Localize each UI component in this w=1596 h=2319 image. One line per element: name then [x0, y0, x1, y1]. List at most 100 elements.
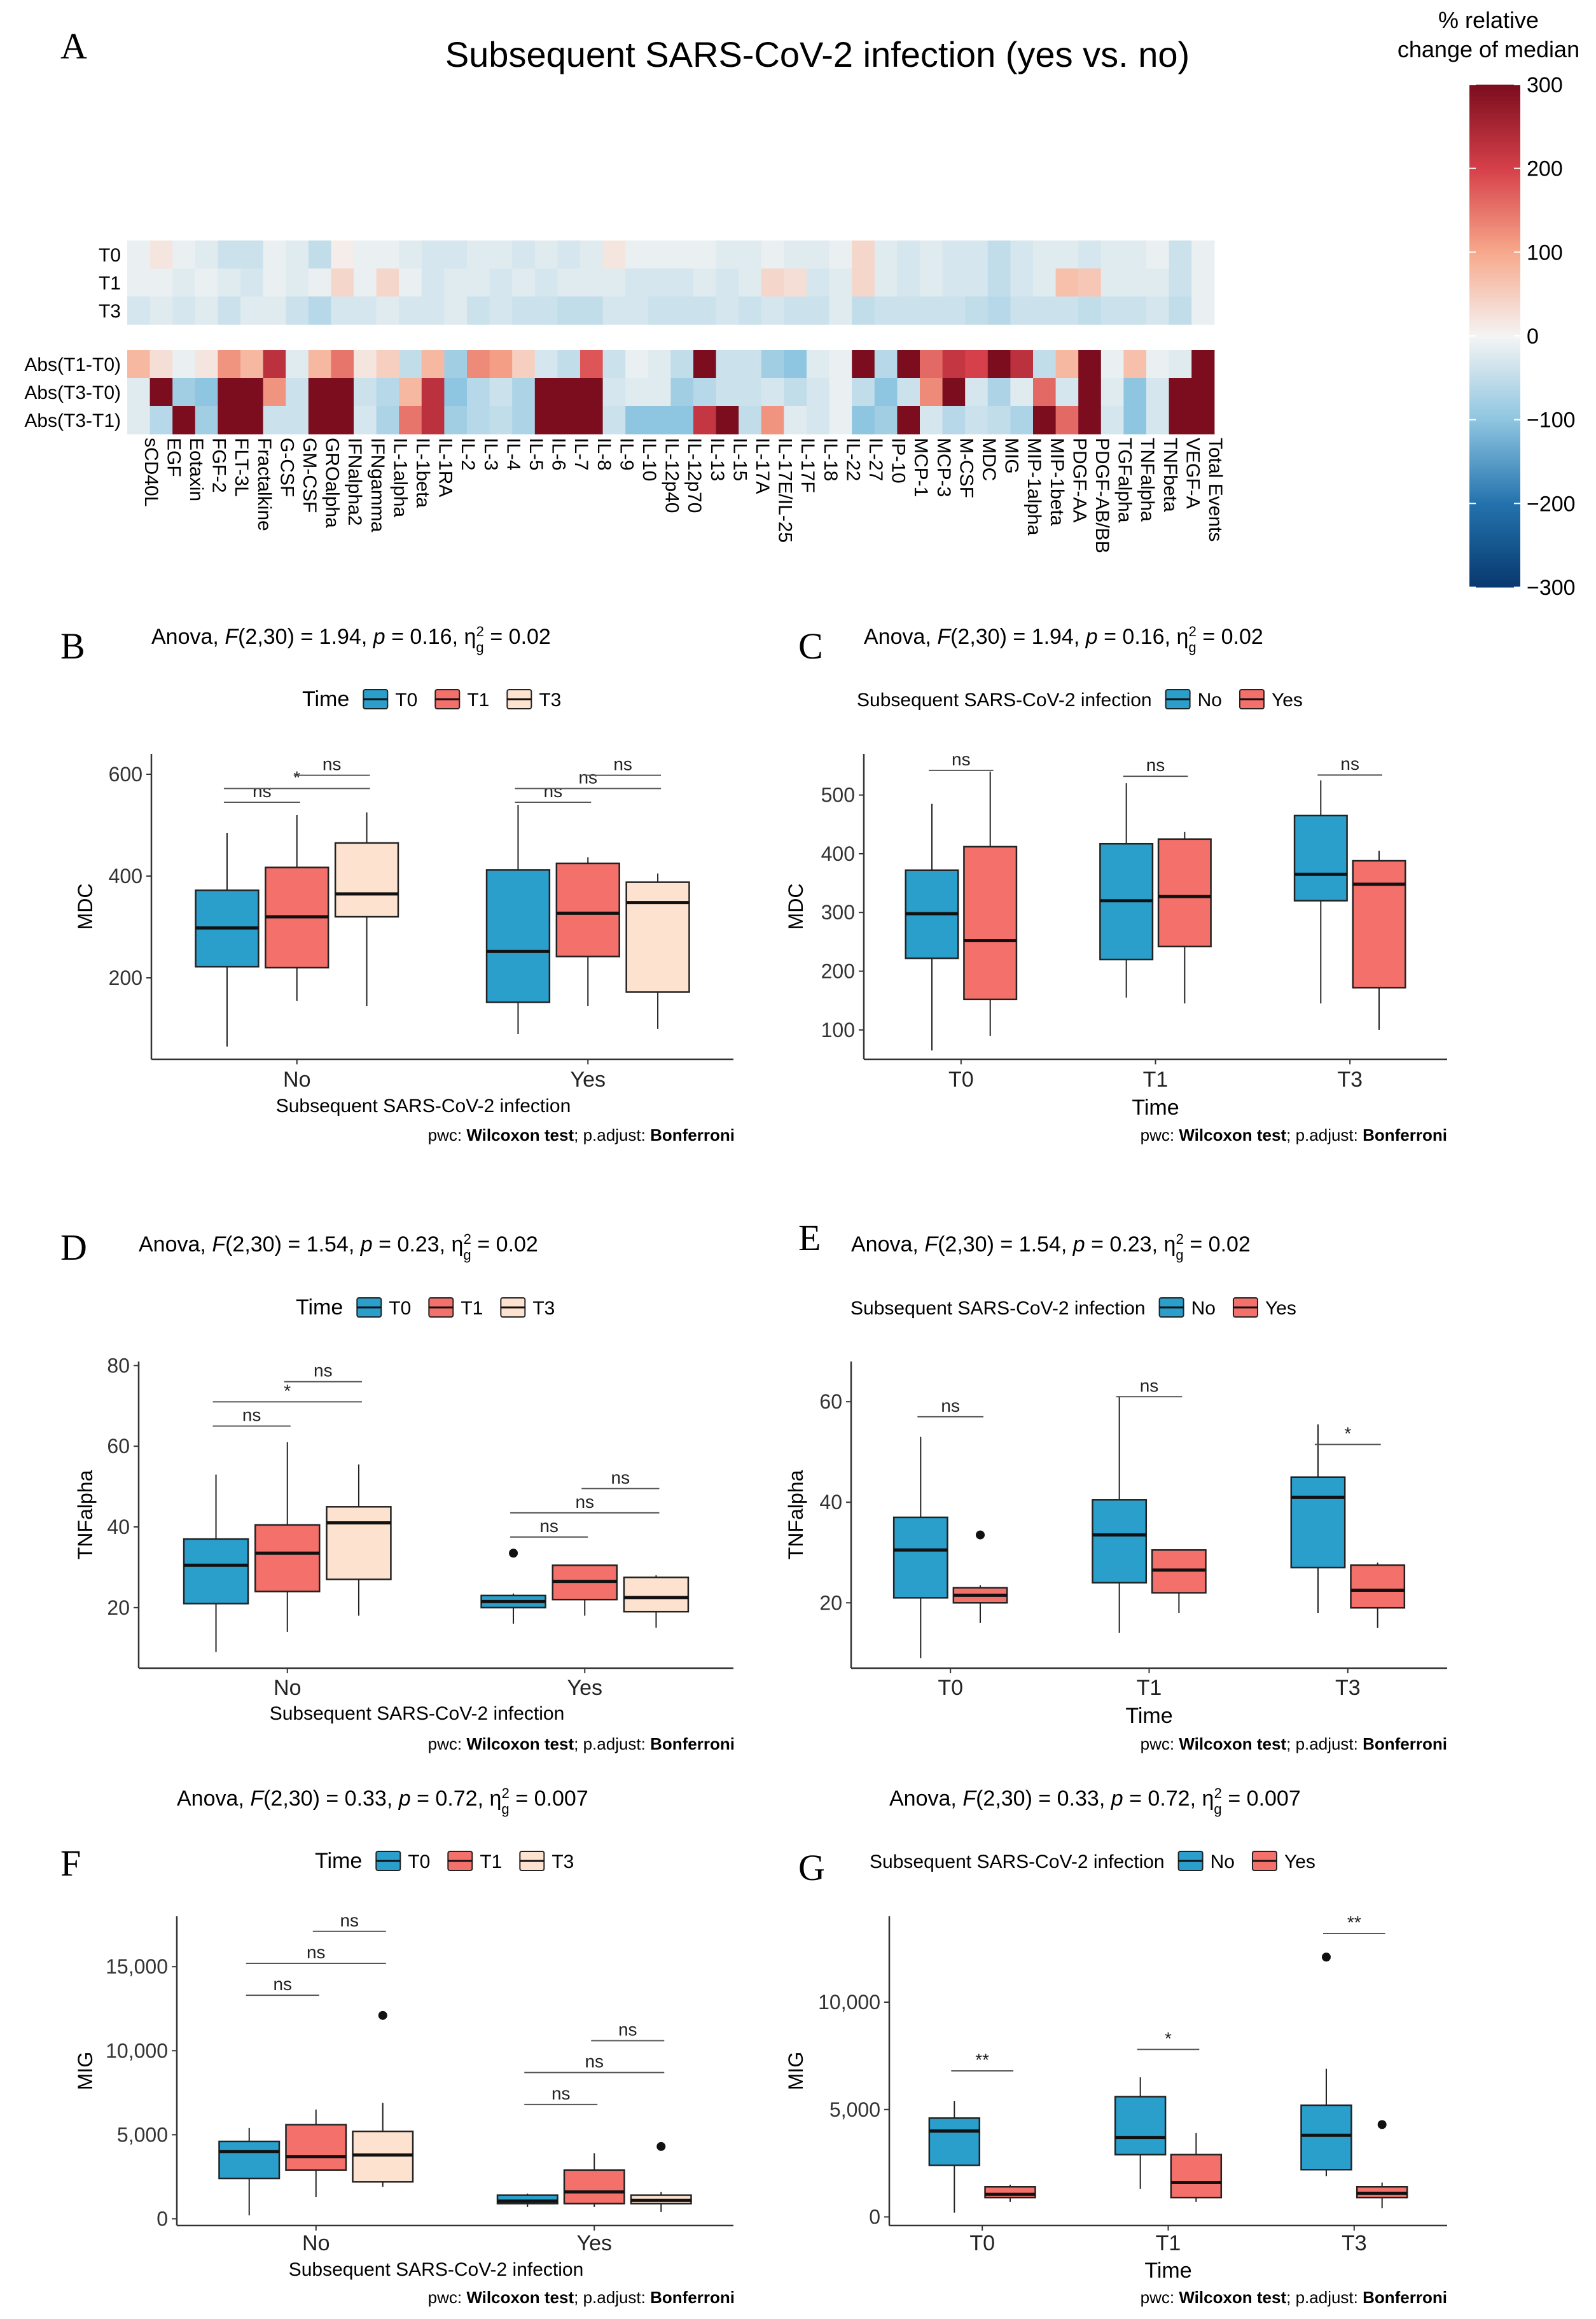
heatmap-cell [1055, 268, 1079, 297]
colorbar-segment [1469, 291, 1520, 293]
colorbar-segment [1469, 300, 1520, 302]
heatmap-cell [512, 350, 536, 379]
colorbar-segment [1469, 552, 1520, 554]
colorbar-segment [1469, 558, 1520, 560]
colorbar-segment [1469, 398, 1520, 400]
colorbar-segment [1469, 119, 1520, 121]
legend-label-t1: T1 [461, 1298, 483, 1319]
colorbar-segment [1469, 356, 1520, 358]
colorbar-segment [1469, 338, 1520, 340]
colorbar-segment [1469, 469, 1520, 471]
box-yes [1151, 1549, 1207, 1613]
colorbar-segment [1469, 357, 1520, 359]
heatmap-cell [557, 296, 581, 325]
heatmap-cell [557, 350, 581, 379]
colorbar-segment [1469, 281, 1520, 282]
colorbar-segment [1469, 381, 1520, 383]
colorbar-segment [1469, 283, 1520, 285]
colorbar-segment [1469, 517, 1520, 519]
colorbar-segment [1469, 100, 1520, 102]
colorbar-segment [1469, 320, 1520, 322]
colorbar-segment [1469, 515, 1520, 517]
colorbar-segment [1469, 480, 1520, 482]
box-t1 [254, 1442, 321, 1632]
heatmap-cell [149, 350, 173, 379]
heatmap-cell [1100, 406, 1124, 435]
colorbar-segment [1469, 118, 1520, 120]
colorbar-segment [1469, 380, 1520, 382]
colorbar-segment [1469, 531, 1520, 533]
colorbar-segment [1469, 409, 1520, 411]
heatmap-cell [240, 268, 264, 297]
colorbar-segment [1469, 195, 1520, 197]
footnote-g: pwc: Wilcoxon test; p.adjust: Bonferroni [1141, 2288, 1447, 2307]
significance-label: ns [1146, 755, 1165, 775]
heatmap-column-label: PDGF-AA [1069, 438, 1090, 522]
colorbar-segment [1469, 496, 1520, 498]
x-axis-label: Subsequent SARS-CoV-2 infection [270, 1703, 565, 1724]
heatmap-cell [987, 268, 1011, 297]
colorbar-segment [1469, 477, 1520, 478]
heatmap-cell [580, 268, 604, 297]
colorbar-segment [1469, 253, 1520, 254]
colorbar-segment [1469, 204, 1520, 206]
significance-label: ns [273, 1974, 292, 1994]
colorbar-segment [1469, 445, 1520, 447]
heatmap-column-label: MIP-1alpha [1024, 438, 1044, 536]
colorbar-segment [1469, 158, 1520, 160]
heatmap-cell [625, 296, 649, 325]
heatmap-column-label: IFNgamma [367, 438, 388, 533]
heatmap-cell [421, 240, 445, 269]
box-t1 [285, 2109, 347, 2197]
heatmap-cell [1123, 296, 1147, 325]
heatmap-cell [354, 406, 377, 435]
box-t3 [352, 2010, 414, 2187]
x-tick-label: T0 [969, 2231, 995, 2255]
colorbar-segment [1469, 239, 1520, 240]
colorbar-segment [1469, 446, 1520, 448]
heatmap-cell [602, 406, 626, 435]
footnote-b: pwc: Wilcoxon test; p.adjust: Bonferroni [428, 1125, 735, 1145]
colorbar-segment [1469, 399, 1520, 401]
x-axis-label: Subsequent SARS-CoV-2 infection [276, 1096, 571, 1117]
colorbar-segment [1469, 111, 1520, 113]
heatmap-cell [739, 268, 762, 297]
heatmap-cell [670, 240, 694, 269]
colorbar-segment [1469, 330, 1520, 332]
legend-label-t0: T0 [389, 1298, 411, 1319]
colorbar-segment [1469, 376, 1520, 378]
colorbar-segment [1469, 366, 1520, 368]
legend-label-t3: T3 [539, 690, 561, 711]
colorbar-segment [1469, 442, 1520, 444]
heatmap-cell [444, 406, 468, 435]
colorbar-segment [1469, 237, 1520, 239]
box-body [1350, 1564, 1406, 1609]
outlier-point [976, 1530, 985, 1540]
heatmap-cell [1191, 378, 1215, 407]
colorbar-segment [1469, 172, 1520, 174]
colorbar-segment [1469, 418, 1520, 420]
colorbar-segment [1469, 577, 1520, 579]
heatmap-cell [784, 268, 807, 297]
colorbar-segment [1469, 211, 1520, 212]
heatmap-column-label: IL-27 [865, 438, 886, 481]
colorbar-segment [1469, 233, 1520, 235]
colorbar-segment [1469, 260, 1520, 262]
colorbar-segment [1469, 461, 1520, 463]
colorbar-segment [1469, 316, 1520, 318]
heatmap-cell [1123, 378, 1147, 407]
heatmap-cell [987, 378, 1011, 407]
heatmap-cell [625, 268, 649, 297]
colorbar-segment [1469, 493, 1520, 495]
colorbar-segment [1469, 549, 1520, 551]
significance-label: ns [253, 781, 272, 801]
colorbar-segment [1469, 321, 1520, 323]
heatmap-cell [625, 240, 649, 269]
colorbar-segment [1469, 269, 1520, 271]
colorbar-segment [1469, 412, 1520, 414]
heatmap-cell [489, 296, 513, 325]
box-no [1114, 2077, 1167, 2189]
colorbar-segment [1469, 384, 1520, 386]
heatmap-cell [648, 378, 671, 407]
